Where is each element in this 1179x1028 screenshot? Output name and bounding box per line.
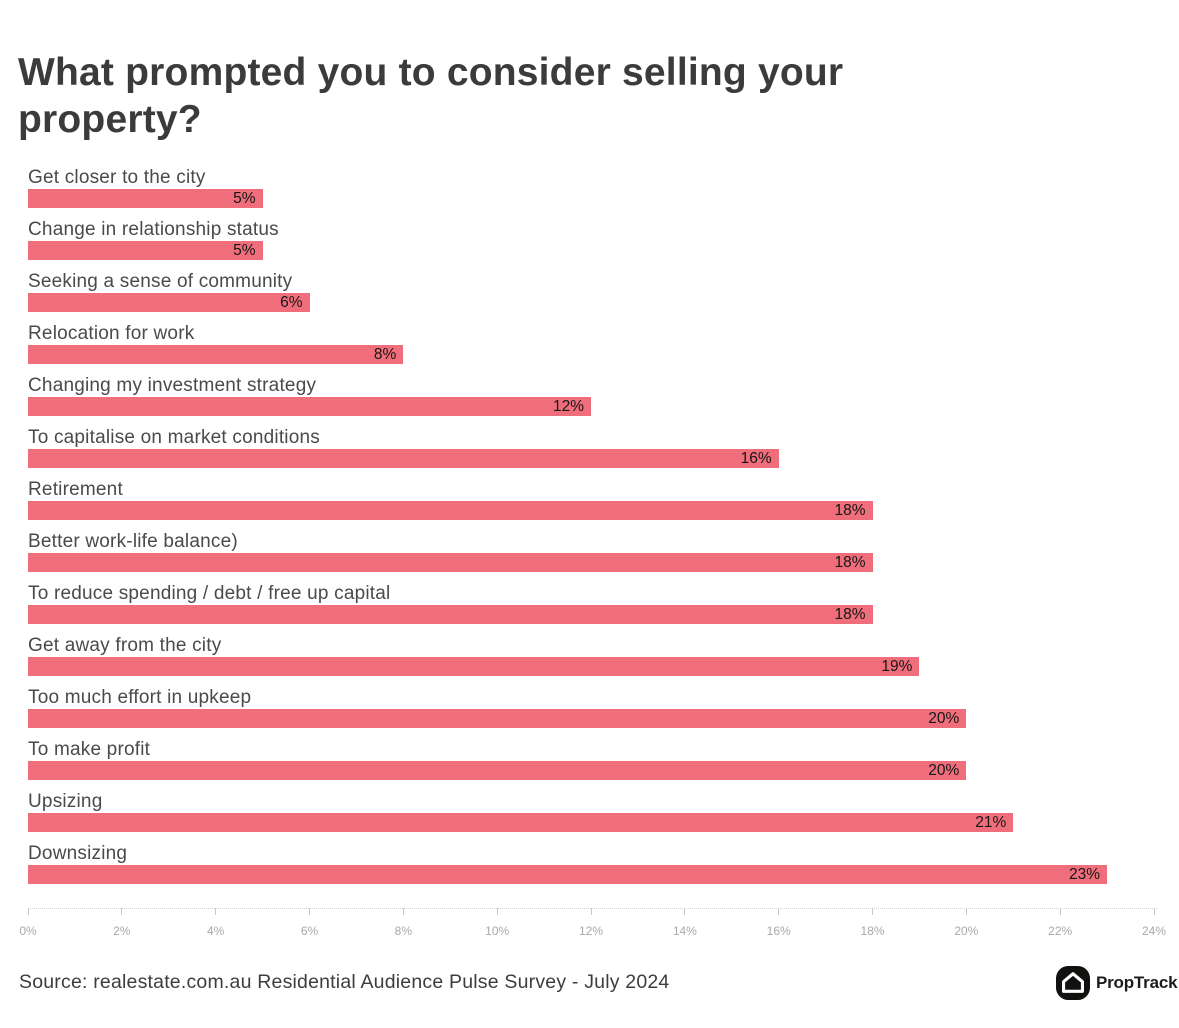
tick-mark	[215, 908, 217, 915]
bar-category-label: Change in relationship status	[28, 219, 279, 240]
bar-value-label: 8%	[373, 345, 397, 363]
bar-category-label: Get closer to the city	[28, 167, 206, 188]
bar: 18%	[28, 605, 873, 624]
x-axis: 0% 2% 4% 6% 8% 10% 12% 14% 16% 18% 20% 22% 24%	[19, 908, 1166, 950]
tick-label: 6%	[300, 924, 319, 938]
bar-value-label: 16%	[740, 449, 772, 467]
bar-row: Get closer to the city 5%	[28, 167, 1154, 208]
bar-category-label: To reduce spending / debt / free up capi…	[28, 583, 391, 604]
bar-value-label: 20%	[928, 709, 960, 727]
tick-label: 4%	[206, 924, 225, 938]
tick-mark	[965, 908, 967, 915]
bar: 20%	[28, 761, 967, 780]
bar-value-label: 20%	[928, 761, 960, 779]
tick-label: 20%	[954, 924, 979, 938]
bar: 16%	[28, 449, 779, 468]
bar-value-label: 21%	[975, 813, 1007, 831]
bar: 23%	[28, 865, 1108, 884]
bar-row: Upsizing 21%	[28, 791, 1154, 832]
bar: 18%	[28, 553, 873, 572]
bar: 8%	[28, 345, 404, 364]
bar-category-label: Seeking a sense of community	[28, 271, 293, 292]
bar-row: Seeking a sense of community 6%	[28, 271, 1154, 312]
bar-row: Too much effort in upkeep 20%	[28, 687, 1154, 728]
bar-category-label: Too much effort in upkeep	[28, 687, 252, 708]
bar-value-label: 18%	[834, 553, 866, 571]
tick-mark	[684, 908, 686, 915]
page-title-line-1: What prompted you to consider selling yo…	[18, 51, 844, 94]
bar-row: Retirement 18%	[28, 479, 1154, 520]
bar: 5%	[28, 189, 263, 208]
bar-row: To reduce spending / debt / free up capi…	[28, 583, 1154, 624]
tick-mark	[309, 908, 310, 915]
bar-value-label: 6%	[280, 293, 303, 311]
bar-category-label: Changing my investment strategy	[28, 375, 317, 396]
bar-value-label: 5%	[233, 241, 256, 259]
bar-row: Relocation for work 8%	[28, 323, 1154, 364]
bar-category-label: Downsizing	[28, 843, 128, 864]
bar-row: Downsizing 23%	[28, 843, 1154, 884]
bar-category-label: Upsizing	[28, 791, 103, 812]
bar-row: Better work-life balance) 18%	[28, 531, 1154, 572]
bar: 6%	[28, 293, 310, 312]
bar-chart: Get closer to the city 5% Change in relati…	[28, 167, 1154, 895]
x-axis-line	[28, 908, 1157, 909]
proptrack-logo-text: PropTrack	[1096, 973, 1178, 992]
bar-value-label: 18%	[834, 501, 866, 519]
bar-row: To make profit 20%	[28, 739, 1154, 780]
bar-category-label: Retirement	[28, 479, 123, 500]
bar: 12%	[28, 397, 591, 416]
tick-label: 10%	[485, 924, 510, 938]
tick-label: 8%	[394, 924, 412, 938]
bar-value-label: 12%	[552, 397, 584, 415]
page-title: What prompted you to consider selling yo…	[18, 49, 1058, 143]
tick-label: 14%	[672, 924, 697, 938]
tick-mark	[778, 908, 780, 915]
tick-mark	[590, 908, 592, 915]
bar: 19%	[28, 657, 920, 676]
tick-label: 22%	[1048, 924, 1073, 938]
bar-category-label: To capitalise on market conditions	[28, 427, 320, 448]
bar-value-label: 5%	[233, 189, 256, 207]
source-text: Source: realestate.com.au Residential Au…	[19, 971, 670, 993]
tick-mark	[121, 908, 123, 915]
bar-value-label: 18%	[834, 605, 866, 623]
tick-label: 18%	[860, 924, 885, 938]
bar-row: To capitalise on market conditions 16%	[28, 427, 1154, 468]
bar: 20%	[28, 709, 967, 728]
proptrack-logo: PropTrack	[1056, 966, 1178, 1000]
tick-mark	[27, 908, 29, 915]
tick-mark	[872, 908, 873, 915]
bar-category-label: Get away from the city	[28, 635, 222, 656]
bar-row: Get away from the city 19%	[28, 635, 1154, 676]
tick-label: 0%	[19, 924, 37, 938]
bar: 18%	[28, 501, 873, 520]
tick-label: 16%	[766, 924, 791, 938]
bar-category-label: Better work-life balance)	[28, 531, 238, 552]
page-title-line-2: property?	[18, 98, 202, 141]
bar-row: Changing my investment strategy 12%	[28, 375, 1154, 416]
tick-mark	[496, 908, 498, 915]
bar: 5%	[28, 241, 263, 260]
bar: 21%	[28, 813, 1014, 832]
bar-row: Change in relationship status 5%	[28, 219, 1154, 260]
bar-category-label: To make profit	[28, 739, 151, 760]
tick-mark	[402, 908, 404, 915]
tick-label: 24%	[1141, 924, 1167, 938]
tick-mark	[1153, 908, 1155, 915]
bar-category-label: Relocation for work	[28, 323, 195, 344]
house-icon	[1056, 966, 1090, 1000]
tick-mark	[1059, 908, 1061, 915]
bar-value-label: 19%	[881, 657, 913, 675]
bar-value-label: 23%	[1069, 865, 1101, 883]
tick-label: 2%	[113, 924, 131, 938]
tick-label: 12%	[578, 924, 604, 938]
